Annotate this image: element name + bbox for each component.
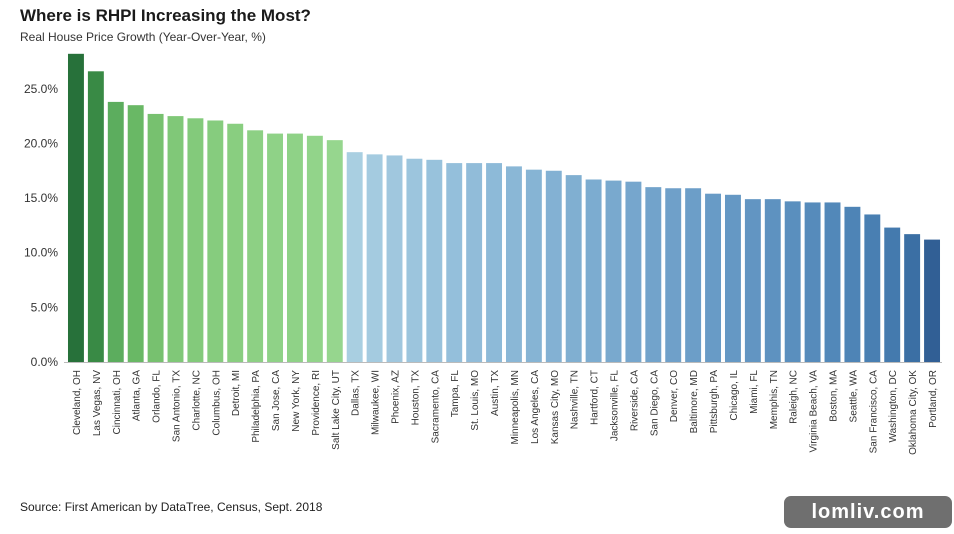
x-tick-label: Pittsburgh, PA <box>709 370 720 434</box>
bar <box>466 163 483 362</box>
x-tick-label: Las Vegas, NV <box>92 370 103 436</box>
x-tick-label: San Francisco, CA <box>868 370 879 454</box>
x-tick-label: New York, NY <box>291 370 302 432</box>
bar <box>167 116 184 362</box>
bar <box>665 188 682 362</box>
x-tick-label: San Antonio, TX <box>172 370 183 442</box>
x-tick-label: Kansas City, MO <box>550 370 561 444</box>
x-tick-label: Columbus, OH <box>211 370 222 436</box>
y-tick-label: 0.0% <box>31 355 59 369</box>
y-tick-label: 15.0% <box>24 191 58 205</box>
bar <box>924 239 941 362</box>
bar <box>107 101 124 363</box>
bar <box>326 140 343 362</box>
chart-title: Where is RHPI Increasing the Most? <box>20 6 311 25</box>
bar <box>207 120 224 362</box>
bar <box>87 71 104 363</box>
x-tick-label: Sacramento, CA <box>430 370 441 444</box>
x-tick-label: Chicago, IL <box>729 370 740 421</box>
x-tick-label: Denver, CO <box>669 370 680 422</box>
x-tick-label: Virginia Beach, VA <box>809 370 820 453</box>
y-tick-label: 20.0% <box>24 136 58 150</box>
x-tick-label: Miami, FL <box>749 370 760 414</box>
bar <box>267 133 284 362</box>
chart-subtitle: Real House Price Growth (Year-Over-Year,… <box>20 30 266 44</box>
bar <box>784 201 801 362</box>
x-tick-label: Providence, RI <box>311 370 322 436</box>
bar <box>824 202 841 362</box>
bar <box>744 199 761 362</box>
bar <box>505 166 522 362</box>
x-tick-label: Cincinnati, OH <box>112 370 123 434</box>
bar <box>565 175 582 362</box>
x-tick-label: Jacksonville, FL <box>610 370 621 442</box>
bar <box>545 170 562 362</box>
x-tick-label: Riverside, CA <box>629 370 640 431</box>
x-tick-label: Salt Lake City, UT <box>331 370 342 450</box>
bar <box>486 163 503 362</box>
bar <box>147 113 164 362</box>
bar <box>705 193 722 362</box>
x-tick-label: Los Angeles, CA <box>530 370 541 444</box>
bar <box>286 133 303 362</box>
bar <box>227 123 244 362</box>
x-tick-label: Raleigh, NC <box>789 370 800 424</box>
y-tick-label: 10.0% <box>24 246 58 260</box>
bar <box>366 154 383 362</box>
y-tick-label: 5.0% <box>31 300 59 314</box>
x-tick-label: Charlotte, NC <box>191 370 202 431</box>
bar <box>625 181 642 362</box>
x-tick-label: St. Louis, MO <box>470 370 481 431</box>
bar <box>426 159 443 362</box>
x-tick-label: Washington, DC <box>888 370 899 442</box>
bar <box>645 187 662 362</box>
bar <box>187 118 204 362</box>
bar <box>864 214 881 362</box>
bar <box>306 135 323 362</box>
bar <box>585 179 602 362</box>
source-note: Source: First American by DataTree, Cens… <box>20 500 323 514</box>
bar <box>605 180 622 362</box>
x-tick-label: Oklahoma City, OK <box>908 370 919 455</box>
x-tick-label: Detroit, MI <box>231 370 242 416</box>
bar <box>386 155 403 362</box>
bar <box>764 199 781 362</box>
x-tick-label: Memphis, TN <box>769 370 780 429</box>
x-tick-label: Orlando, FL <box>152 370 163 423</box>
bar <box>247 130 264 362</box>
x-tick-label: Atlanta, GA <box>132 370 143 421</box>
bar <box>844 206 861 362</box>
x-tick-label: Minneapolis, MN <box>510 370 521 444</box>
bar <box>685 188 702 362</box>
x-tick-label: Tampa, FL <box>450 370 461 418</box>
x-tick-label: Philadelphia, PA <box>251 370 262 443</box>
bar <box>406 158 423 362</box>
x-tick-label: Austin, TX <box>490 370 501 416</box>
x-tick-label: San Diego, CA <box>649 370 660 436</box>
bar <box>724 194 741 362</box>
x-tick-label: Baltimore, MD <box>689 370 700 433</box>
x-tick-label: Hartford, CT <box>590 370 601 425</box>
x-tick-label: Seattle, WA <box>848 370 859 423</box>
x-tick-label: Nashville, TN <box>570 370 581 429</box>
x-tick-label: Boston, MA <box>829 370 840 422</box>
x-tick-label: San Jose, CA <box>271 370 282 431</box>
bar <box>884 227 901 362</box>
x-tick-label: Dallas, TX <box>351 370 362 416</box>
bar <box>67 53 84 363</box>
x-tick-label: Houston, TX <box>410 370 421 426</box>
bar <box>346 152 363 362</box>
x-tick-label: Milwaukee, WI <box>371 370 382 435</box>
x-tick-label: Portland, OR <box>928 370 939 428</box>
watermark-logo: lomliv.com <box>784 496 952 528</box>
x-tick-label: Phoenix, AZ <box>391 370 402 424</box>
bar <box>446 163 463 362</box>
bar <box>127 105 144 363</box>
bar <box>804 202 821 362</box>
bar <box>525 169 542 362</box>
bar <box>904 234 921 362</box>
y-tick-label: 25.0% <box>24 82 58 96</box>
x-tick-label: Cleveland, OH <box>72 370 83 435</box>
